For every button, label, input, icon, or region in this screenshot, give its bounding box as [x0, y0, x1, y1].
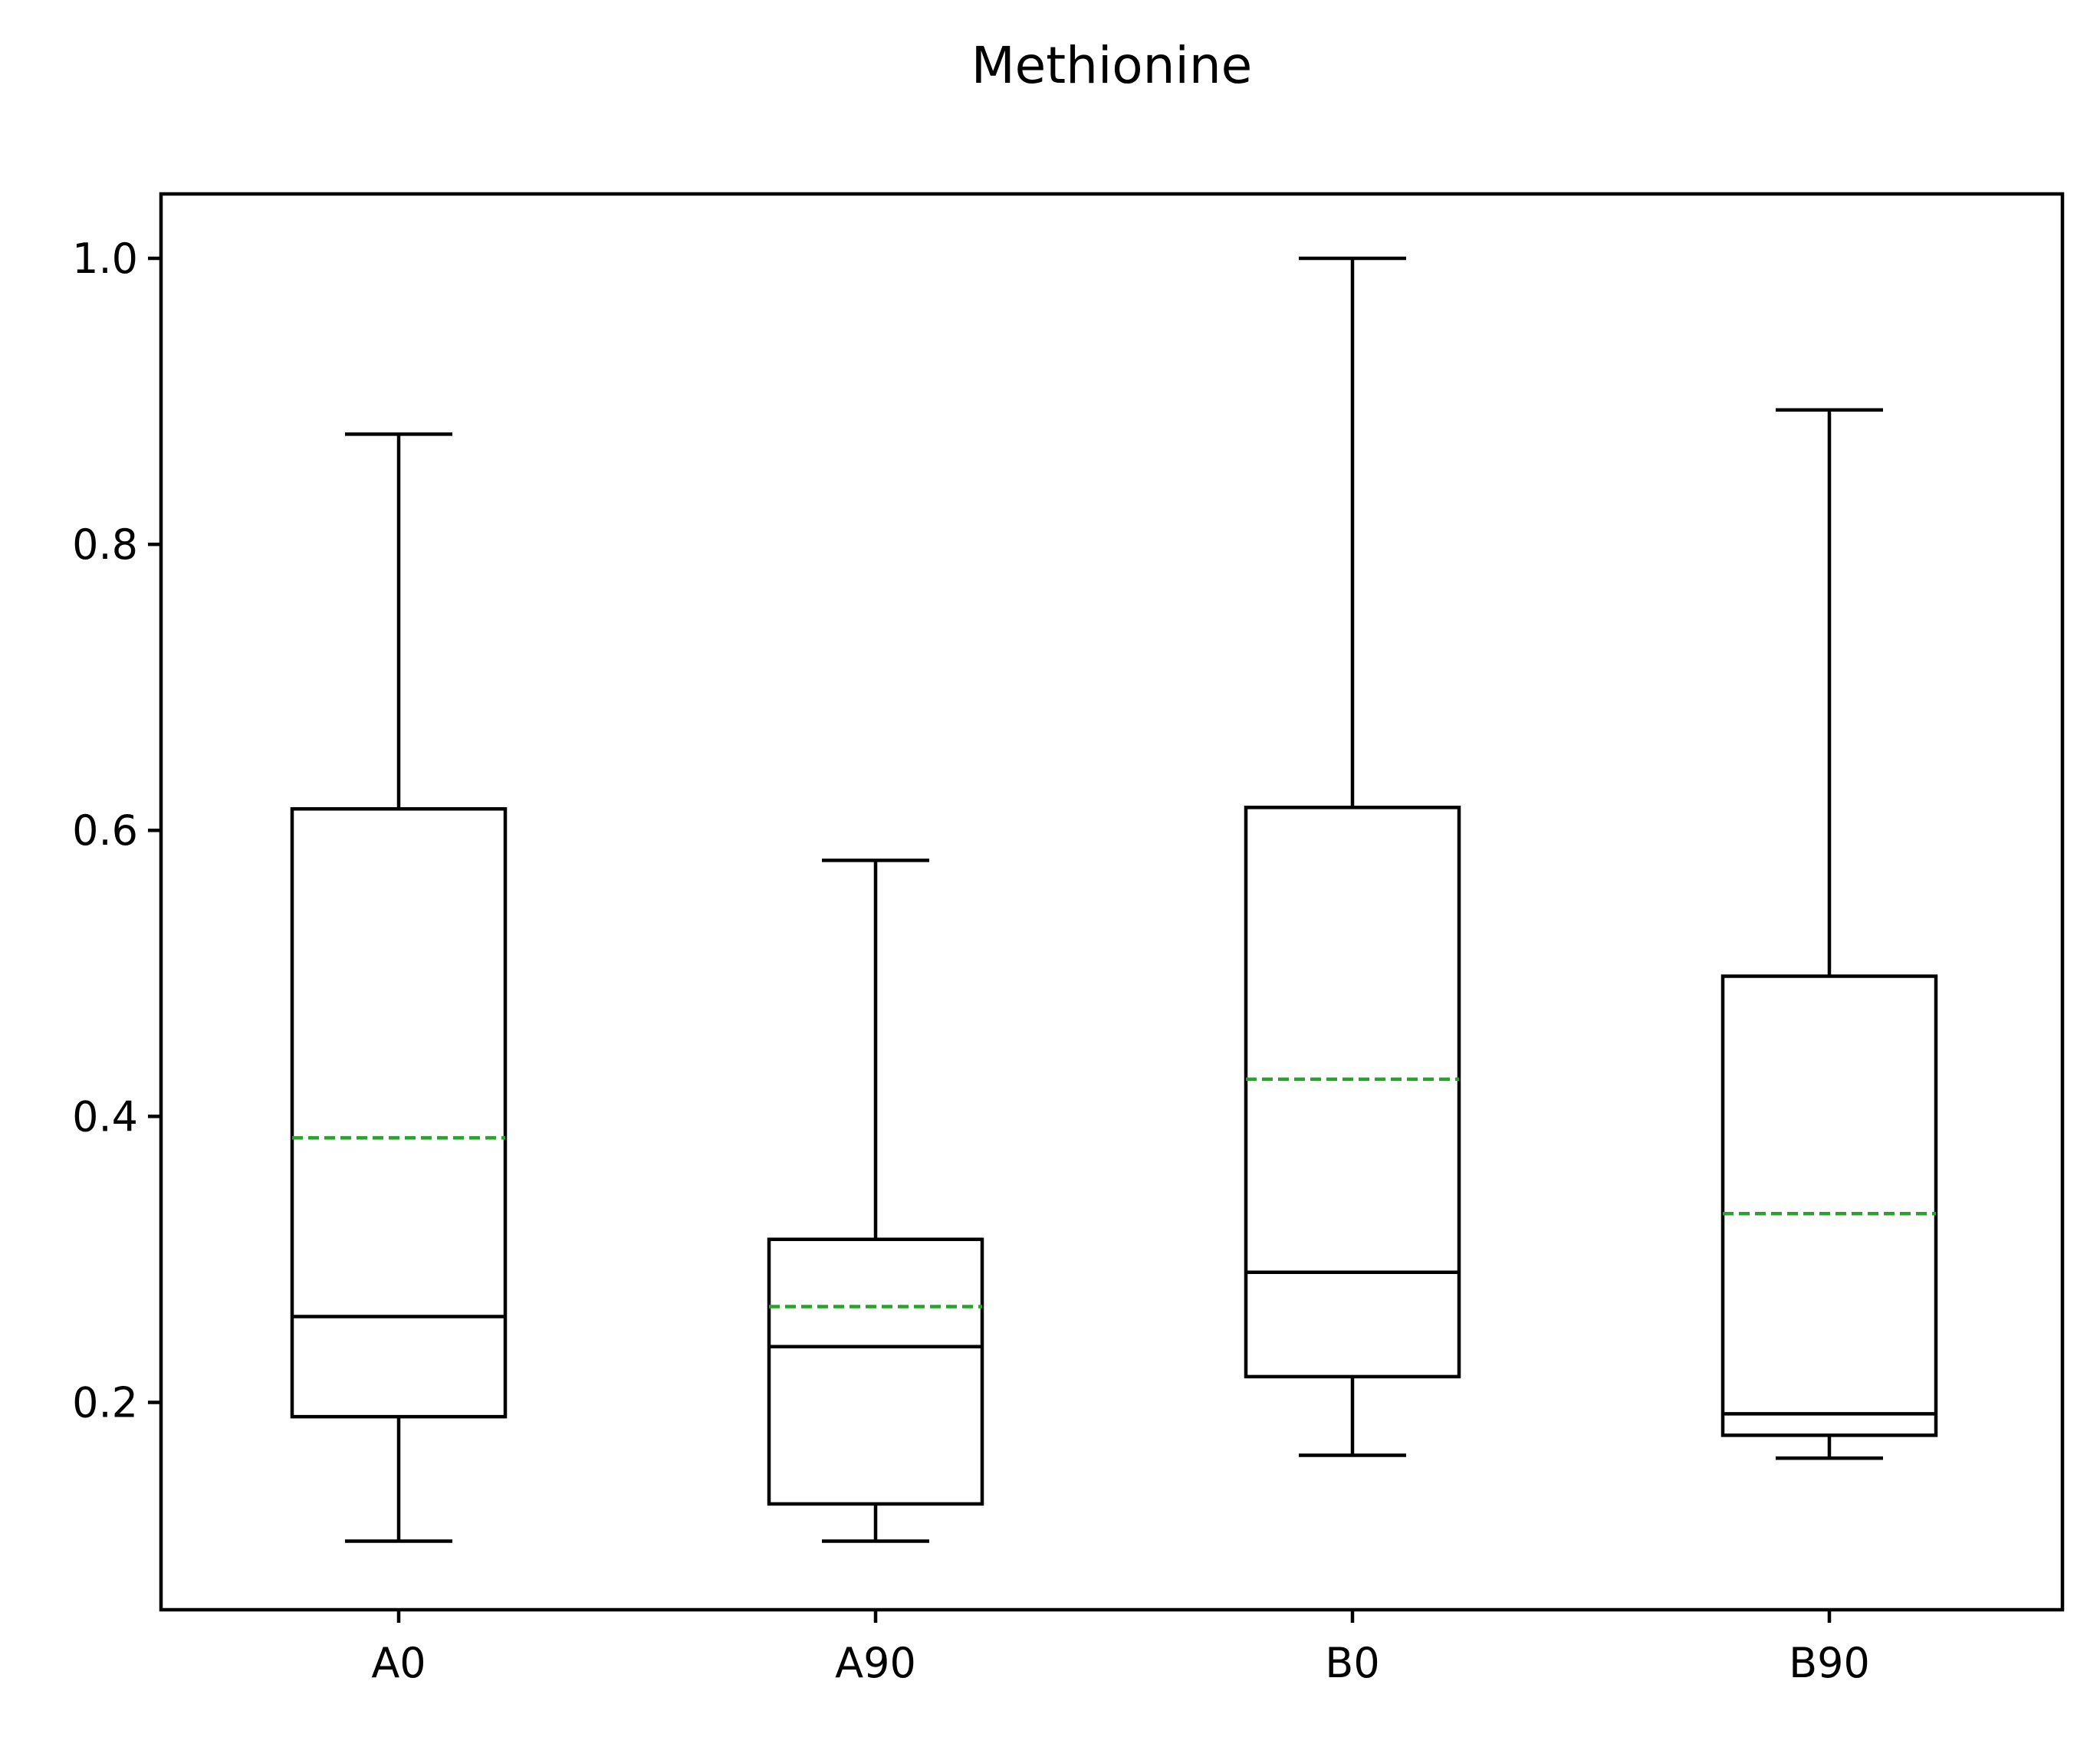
box-B0: [1244, 806, 1461, 1379]
plot-area: 0.2 0.4 0.6 0.8 1.0 A0 A90 B0 B90: [72, 192, 2065, 1687]
x-tick-label: A0: [371, 1639, 426, 1687]
x-tick-label: B0: [1325, 1639, 1379, 1687]
plot-frame: [159, 192, 2065, 1612]
y-tick-label: 1.0: [72, 235, 138, 283]
x-tick-label: B90: [1789, 1639, 1870, 1687]
y-tick-label: 0.4: [72, 1092, 138, 1141]
box-A0: [290, 806, 508, 1419]
y-tick-label: 0.2: [72, 1378, 138, 1427]
y-tick-label: 0.8: [72, 520, 138, 569]
box-A90: [767, 1237, 984, 1506]
y-tick-label: 0.6: [72, 806, 138, 855]
chart-title: Methionine: [971, 36, 1253, 95]
x-tick-label: A90: [835, 1639, 916, 1687]
box-B90: [1720, 974, 1938, 1437]
